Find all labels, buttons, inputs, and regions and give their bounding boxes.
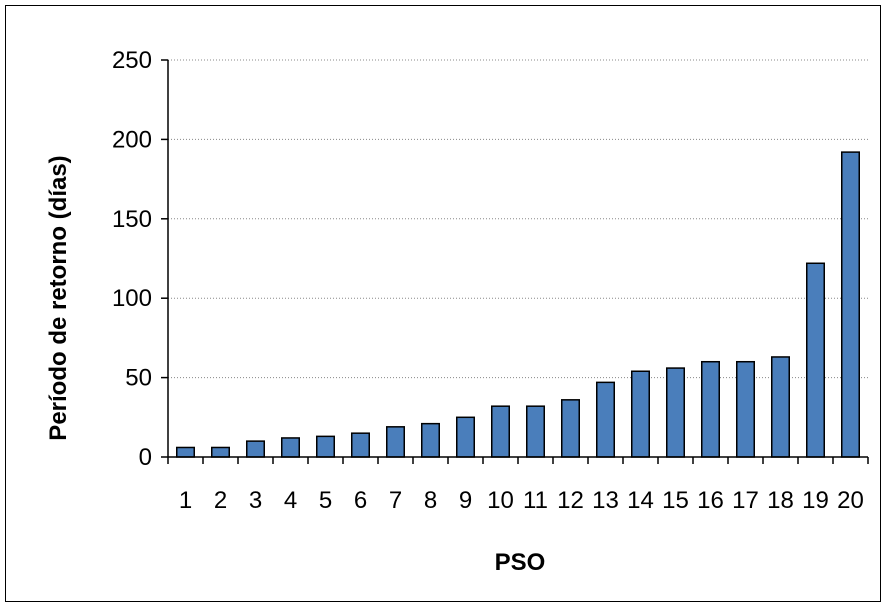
x-tick-label: 16 <box>697 487 724 514</box>
y-tick-label: 150 <box>112 206 152 233</box>
x-tick-label: 15 <box>662 487 689 514</box>
bar-14 <box>631 370 650 458</box>
y-tick-label: 0 <box>139 444 152 471</box>
bar-8 <box>421 422 440 458</box>
bar-5 <box>316 435 335 458</box>
bar-17 <box>736 360 755 458</box>
axes <box>161 59 869 464</box>
bar-7 <box>386 426 405 458</box>
x-tick-label: 20 <box>837 487 864 514</box>
x-tick-label: 3 <box>249 487 262 514</box>
bar-6 <box>351 432 370 458</box>
bar-13 <box>596 381 615 458</box>
bar-12 <box>561 399 580 458</box>
bar-20 <box>841 151 860 458</box>
bar-15 <box>666 367 685 458</box>
x-tick-label: 9 <box>459 487 472 514</box>
x-tick-label: 12 <box>557 487 584 514</box>
chart-frame <box>5 5 881 602</box>
x-tick-label: 4 <box>284 487 297 514</box>
y-tick-label: 50 <box>125 365 152 392</box>
y-axis-title: Período de retorno (días) <box>45 155 72 440</box>
x-tick-label: 10 <box>487 487 514 514</box>
x-tick-label: 14 <box>627 487 654 514</box>
y-tick-labels: 0 50 100 150 200 250 <box>112 47 152 471</box>
x-tick-labels: 1 2 3 4 5 6 7 8 9 10 11 12 13 14 15 16 17 18 19 20 <box>179 487 864 514</box>
x-tick-label: 6 <box>354 487 367 514</box>
x-tick-label: 1 <box>179 487 192 514</box>
bar-2 <box>211 446 230 458</box>
bars <box>176 151 860 458</box>
bar-4 <box>281 437 300 458</box>
bar-16 <box>701 360 720 458</box>
bar-10 <box>491 405 510 458</box>
x-tick-label: 7 <box>389 487 402 514</box>
x-tick-label: 17 <box>732 487 759 514</box>
x-tick-label: 19 <box>802 487 829 514</box>
bar-1 <box>176 446 195 458</box>
bar-9 <box>456 416 475 458</box>
x-tick-label: 18 <box>767 487 794 514</box>
y-tick-label: 250 <box>112 47 152 74</box>
y-tick-label: 200 <box>112 126 152 153</box>
y-tick-label: 100 <box>112 285 152 312</box>
bar-11 <box>526 405 545 458</box>
bar-3 <box>246 440 265 458</box>
x-tick-label: 5 <box>319 487 332 514</box>
x-tick-label: 8 <box>424 487 437 514</box>
bar-18 <box>771 356 790 458</box>
gridlines <box>168 59 868 379</box>
x-tick-label: 13 <box>592 487 619 514</box>
x-axis-title: PSO <box>495 549 546 576</box>
x-tick-label: 2 <box>214 487 227 514</box>
x-tick-label: 11 <box>523 487 548 514</box>
bar-19 <box>806 262 825 458</box>
